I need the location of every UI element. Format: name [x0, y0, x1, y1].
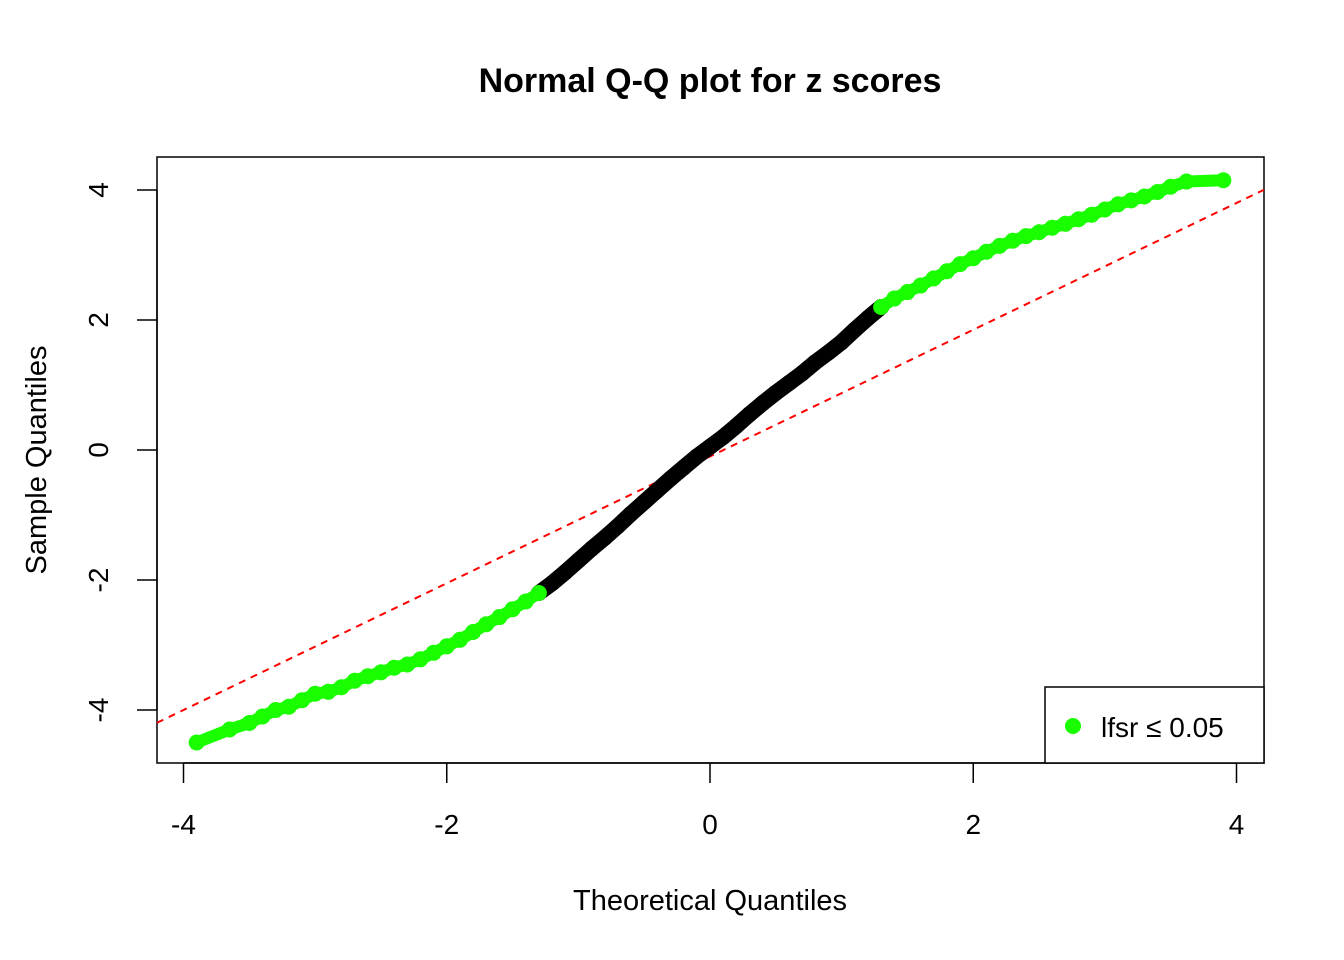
y-tick-label-2: 0 — [83, 442, 114, 458]
x-axis: -4 -2 0 2 4 — [171, 762, 1245, 840]
data-band-black — [530, 299, 890, 601]
y-tick-label-0: -4 — [83, 698, 114, 723]
y-axis-title: Sample Quantiles — [21, 346, 53, 575]
legend: lfsr ≤ 0.05 — [1044, 686, 1265, 764]
x-tick-label-0: -4 — [171, 809, 196, 840]
legend-label: lfsr ≤ 0.05 — [1101, 712, 1224, 743]
legend-marker — [1065, 718, 1081, 734]
plot-area — [156, 156, 1265, 764]
legend-box — [1044, 686, 1265, 764]
x-tick-label-1: -2 — [434, 809, 459, 840]
y-axis: -4 -2 0 2 4 — [83, 182, 158, 723]
x-tick-label-2: 0 — [702, 809, 718, 840]
data-band-green-0 — [190, 587, 545, 749]
y-tick-label-1: -2 — [83, 568, 114, 593]
x-tick-label-4: 4 — [1229, 809, 1245, 840]
x-axis-title: Theoretical Quantiles — [573, 885, 847, 917]
chart-title: Normal Q-Q plot for z scores — [479, 62, 942, 100]
data-band-green-1 — [875, 174, 1230, 313]
y-tick-label-3: 2 — [83, 312, 114, 328]
points-layer — [188, 172, 1232, 751]
y-tick-label-4: 4 — [83, 182, 114, 198]
x-tick-label-3: 2 — [965, 809, 981, 840]
